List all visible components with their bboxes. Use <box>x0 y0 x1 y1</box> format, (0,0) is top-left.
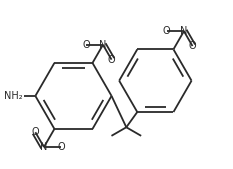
Text: N: N <box>99 40 107 50</box>
Text: O: O <box>108 55 115 65</box>
Text: O: O <box>31 127 39 137</box>
Text: O: O <box>82 40 90 50</box>
Text: O: O <box>57 142 65 152</box>
Text: N: N <box>40 142 48 152</box>
Text: NH₂: NH₂ <box>4 91 23 101</box>
Text: O: O <box>163 26 171 36</box>
Text: N: N <box>180 26 188 36</box>
Text: O: O <box>189 41 196 51</box>
